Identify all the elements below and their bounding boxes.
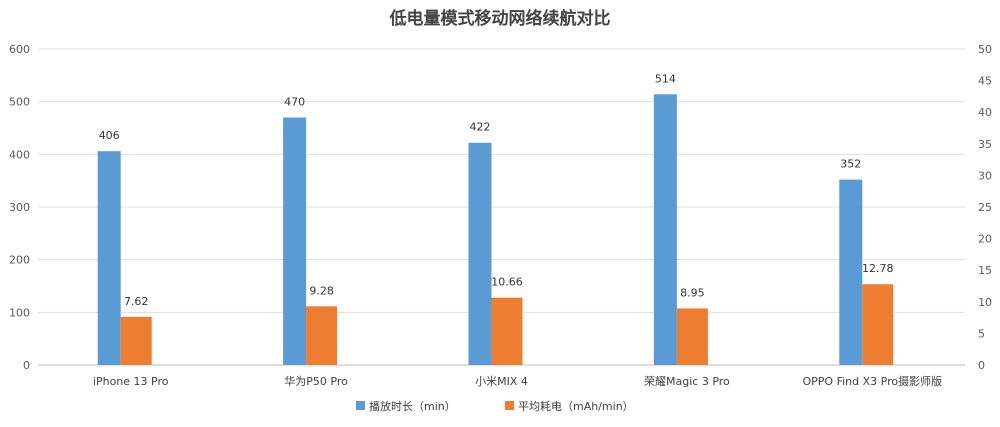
right-tick-label: 0 <box>978 359 985 372</box>
bar-average-consumption <box>491 297 523 365</box>
bar-playback-duration <box>839 179 863 365</box>
right-tick-label: 30 <box>978 169 992 182</box>
data-label-consumption: 9.28 <box>309 284 334 297</box>
bar-playback-duration <box>97 151 121 365</box>
right-tick-label: 45 <box>978 75 992 88</box>
left-tick-label: 400 <box>9 148 30 161</box>
data-label-playback: 422 <box>470 121 491 134</box>
bar-average-consumption <box>306 306 338 365</box>
left-tick-label: 300 <box>9 201 30 214</box>
left-tick-label: 600 <box>9 43 30 56</box>
bar-average-consumption <box>676 308 708 365</box>
bar-playback-duration <box>468 142 492 365</box>
left-tick-label: 100 <box>9 306 30 319</box>
data-label-playback: 470 <box>284 95 305 108</box>
right-tick-label: 25 <box>978 201 992 214</box>
right-y-axis: 0 5 10 15 20 25 30 35 40 45 50 <box>978 43 992 372</box>
legend-label-playback: 播放时长（min） <box>369 399 456 413</box>
right-tick-label: 40 <box>978 106 992 119</box>
data-label-playback: 514 <box>655 72 676 85</box>
bar-playback-duration <box>283 117 307 365</box>
category-label: OPPO Find X3 Pro摄影师版 <box>802 374 942 388</box>
category-label: 荣耀Magic 3 Pro <box>644 375 730 388</box>
data-label-consumption: 7.62 <box>124 295 149 308</box>
category-label: 小米MIX 4 <box>475 375 528 388</box>
data-label-playback: 352 <box>840 158 861 171</box>
right-tick-label: 20 <box>978 233 992 246</box>
legend-label-consumption: 平均耗电（mAh/min） <box>518 400 634 413</box>
x-axis-categories: iPhone 13 Pro 华为P50 Pro 小米MIX 4 荣耀Magic 3 P… <box>93 374 942 388</box>
left-tick-label: 200 <box>9 254 30 267</box>
data-label-playback: 406 <box>99 129 120 142</box>
right-tick-label: 5 <box>978 327 985 340</box>
bar-average-consumption <box>120 316 152 365</box>
data-labels: 406 7.62 470 9.28 422 10.66 514 8.95 352 12.78 <box>99 72 894 308</box>
data-label-consumption: 12.78 <box>862 262 894 275</box>
chart-title: 低电量模式移动网络续航对比 <box>389 8 611 29</box>
legend-swatch-consumption <box>505 401 514 410</box>
right-tick-label: 10 <box>978 296 992 309</box>
right-tick-label: 15 <box>978 264 992 277</box>
gridlines <box>38 48 965 366</box>
bar-average-consumption <box>862 284 894 365</box>
data-label-consumption: 10.66 <box>491 276 523 289</box>
legend-swatch-playback <box>356 401 365 410</box>
right-tick-label: 35 <box>978 138 992 151</box>
right-tick-label: 50 <box>978 43 992 56</box>
category-label: iPhone 13 Pro <box>93 375 169 388</box>
left-tick-label: 500 <box>9 96 30 109</box>
data-label-consumption: 8.95 <box>680 286 705 299</box>
left-tick-label: 0 <box>23 359 30 372</box>
bar-playback-duration <box>653 94 677 365</box>
bars <box>97 94 894 365</box>
legend: 播放时长（min） 平均耗电（mAh/min） <box>356 399 634 413</box>
left-y-axis: 0 100 200 300 400 500 600 <box>9 43 30 372</box>
category-label: 华为P50 Pro <box>284 374 348 388</box>
